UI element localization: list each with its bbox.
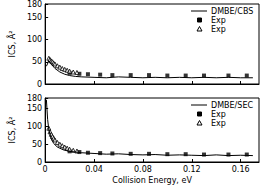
svg-text:0.16: 0.16	[232, 165, 250, 174]
svg-text:Exp: Exp	[211, 119, 226, 128]
svg-text:180: 180	[27, 0, 42, 9]
svg-text:Exp: Exp	[211, 25, 226, 34]
svg-text:Collision Energy, eV: Collision Energy, eV	[112, 176, 192, 185]
svg-text:180: 180	[27, 94, 42, 103]
svg-text:0: 0	[37, 158, 42, 167]
svg-text:150: 150	[27, 13, 42, 22]
svg-text:Exp: Exp	[211, 110, 226, 119]
svg-text:100: 100	[27, 35, 42, 44]
svg-text:0.04: 0.04	[85, 165, 103, 174]
svg-text:150: 150	[27, 104, 42, 113]
svg-text:DMBE/CBS: DMBE/CBS	[211, 7, 253, 16]
svg-text:Exp: Exp	[211, 16, 226, 25]
svg-text:DMBE/SEC: DMBE/SEC	[211, 101, 253, 110]
svg-text:ICS, Å²: ICS, Å²	[6, 117, 17, 144]
svg-text:50: 50	[32, 57, 42, 66]
svg-text:0: 0	[43, 165, 48, 174]
svg-text:100: 100	[27, 122, 42, 131]
svg-text:0: 0	[37, 80, 42, 89]
svg-text:ICS, Å²: ICS, Å²	[6, 31, 17, 58]
svg-text:0.08: 0.08	[134, 165, 152, 174]
svg-text:0.12: 0.12	[183, 165, 201, 174]
svg-text:50: 50	[32, 140, 42, 149]
